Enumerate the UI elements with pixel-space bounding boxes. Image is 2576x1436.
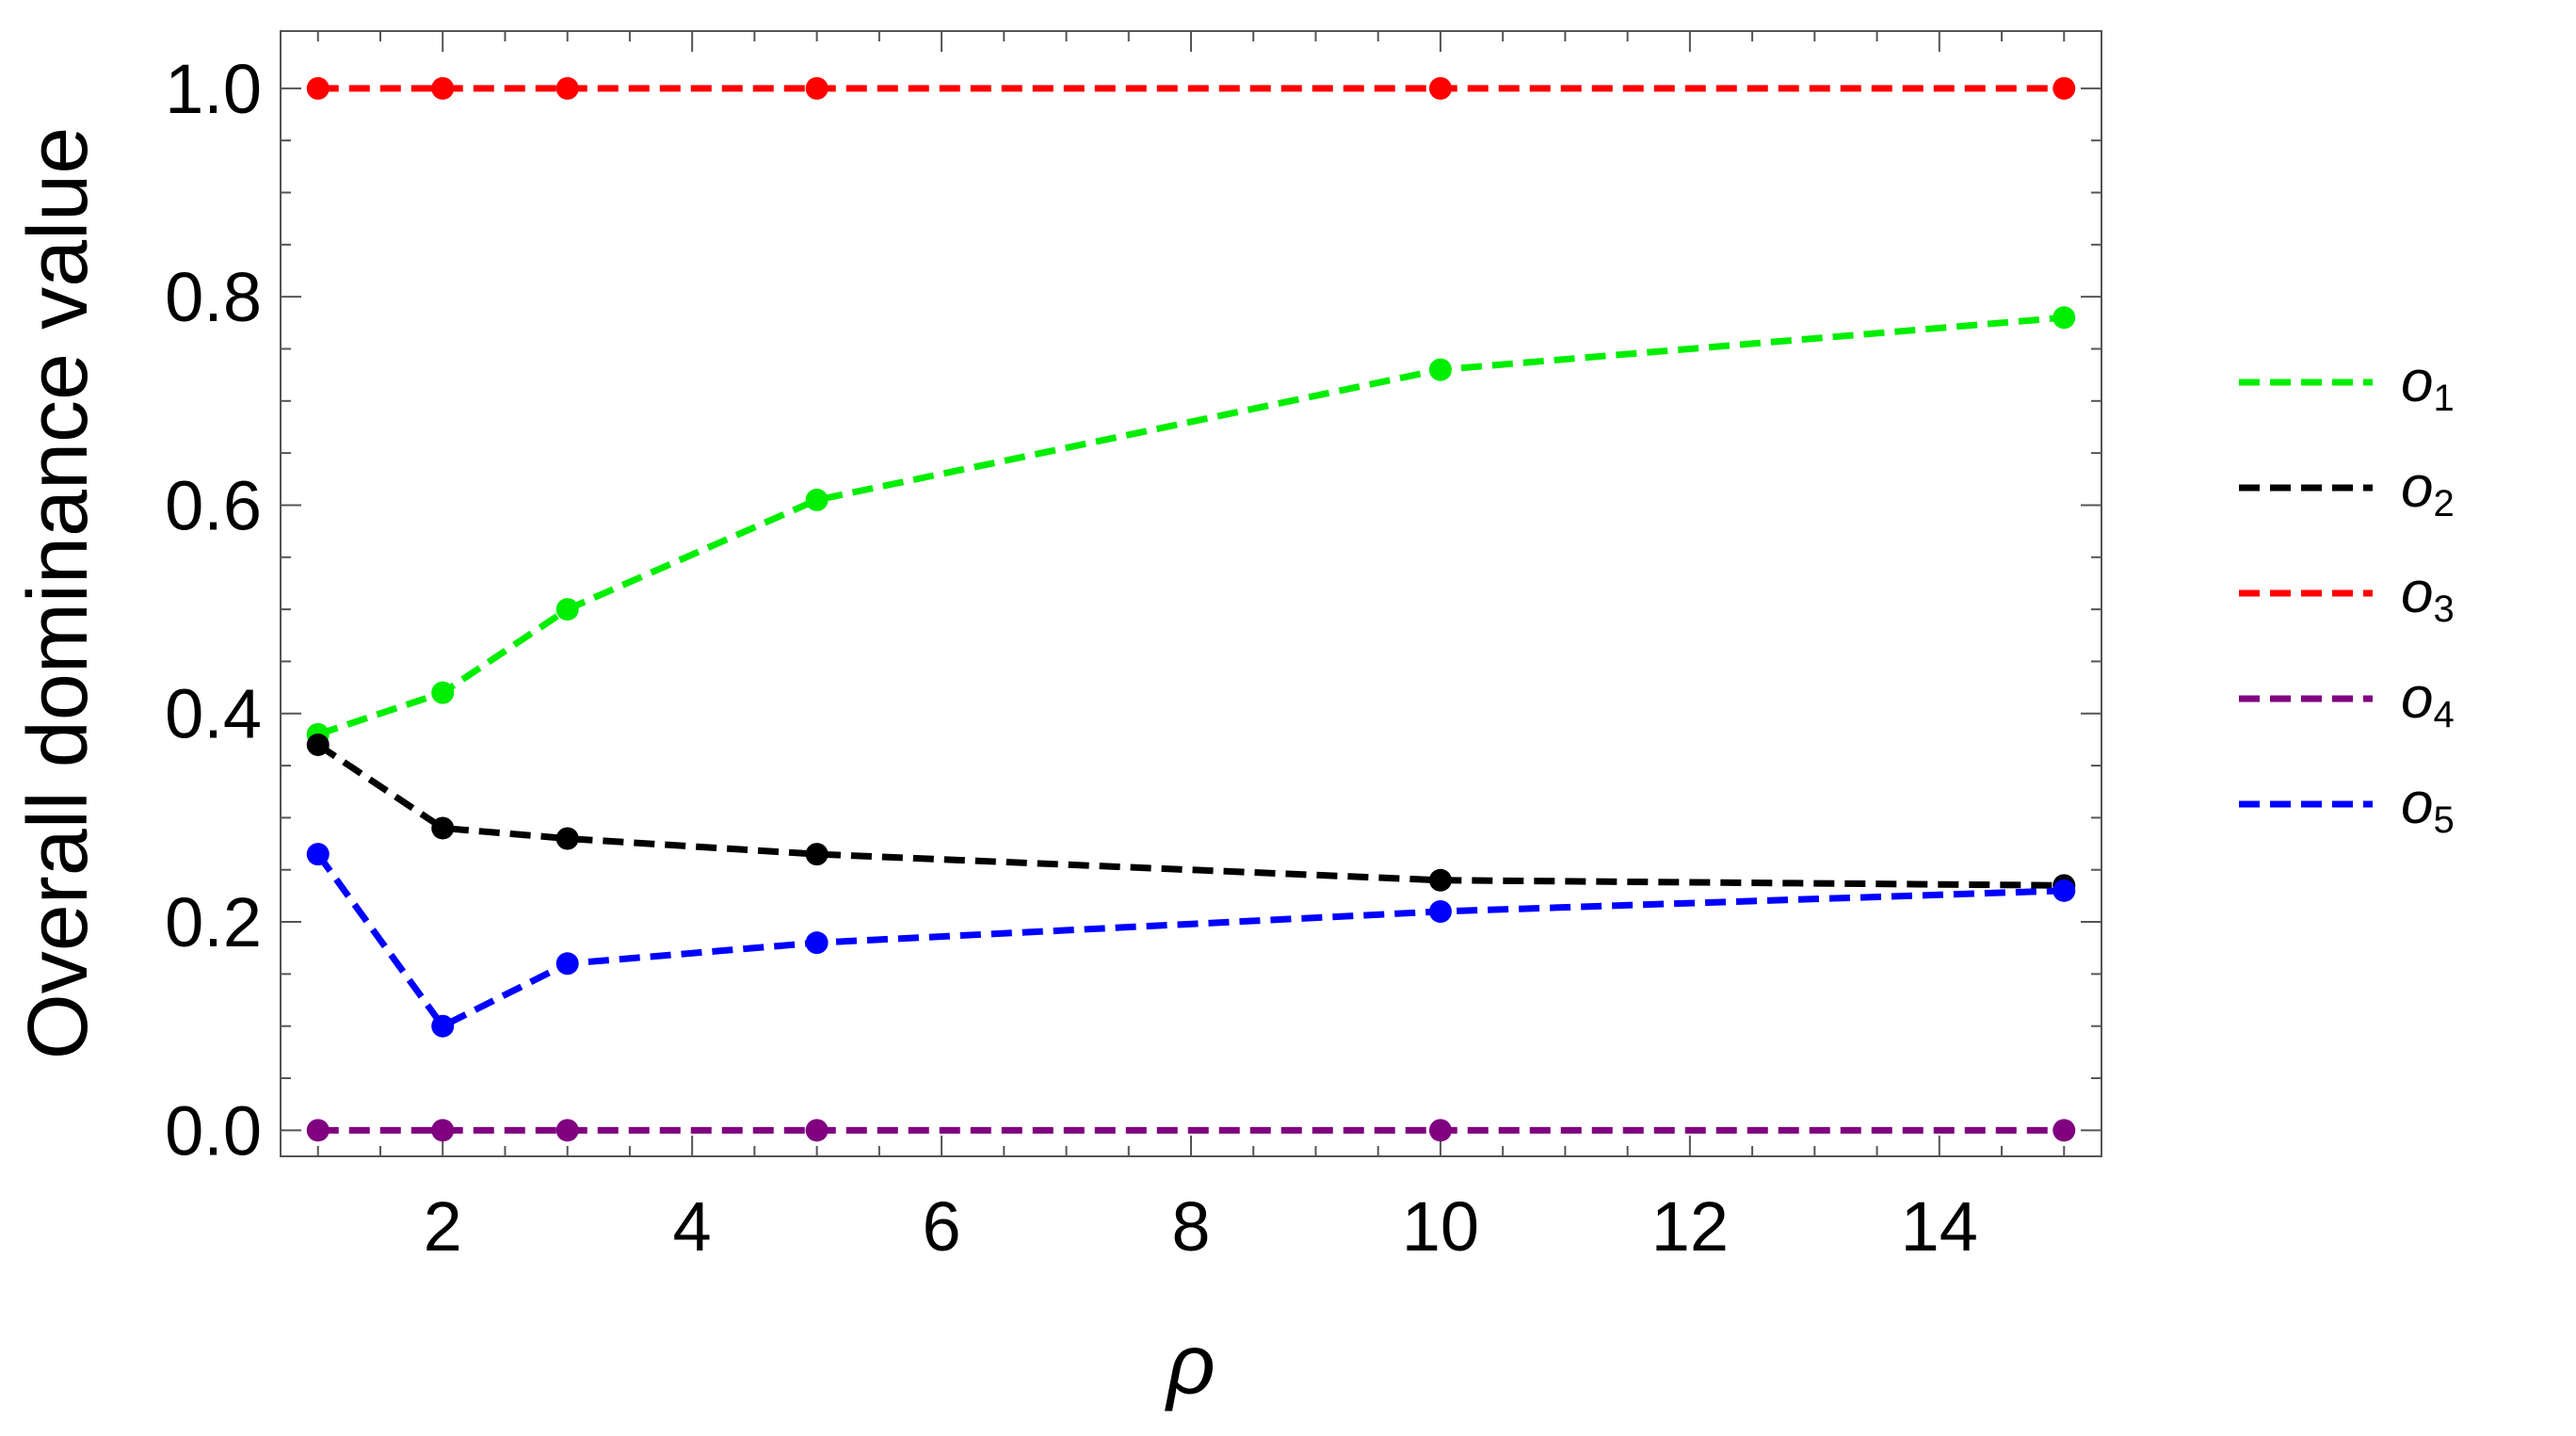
data-point: [1428, 76, 1452, 100]
legend-label-main: o: [2401, 771, 2433, 836]
x-tick-label: 14: [1901, 1187, 1978, 1266]
x-tick-label: 8: [1171, 1187, 1210, 1266]
legend-label: o2: [2401, 455, 2455, 524]
data-point: [805, 931, 829, 955]
data-point: [1428, 899, 1452, 923]
data-point: [2053, 76, 2076, 100]
data-point: [1428, 868, 1452, 892]
data-point: [555, 827, 579, 850]
y-tick-label: 0.8: [165, 258, 262, 336]
series-3: [306, 1119, 2076, 1142]
data-point: [306, 76, 330, 100]
data-point: [555, 598, 579, 621]
y-axis-label: Overall dominance value: [11, 127, 105, 1060]
data-point: [306, 1119, 330, 1142]
data-point: [306, 843, 330, 866]
legend-label-main: o: [2401, 666, 2433, 731]
x-tick-label: 10: [1402, 1187, 1479, 1266]
data-point: [555, 76, 579, 100]
legend-item: o5: [2239, 771, 2455, 841]
legend-item: o1: [2239, 349, 2455, 419]
data-point: [431, 76, 455, 100]
data-point: [805, 1119, 829, 1142]
legend-label: o3: [2401, 560, 2455, 630]
series-line: [314, 852, 2065, 1030]
axis-ticks: [281, 31, 2101, 1156]
data-point: [555, 1119, 579, 1142]
plot-frame: [280, 30, 2102, 1157]
legend-label-main: o: [2401, 455, 2433, 520]
series-2: [306, 76, 2076, 100]
x-tick-label: 2: [424, 1187, 462, 1266]
y-tick-label: 0.6: [165, 466, 262, 544]
data-point: [805, 76, 829, 100]
legend-label: o4: [2401, 666, 2455, 735]
y-tick-label: 0.2: [165, 883, 262, 961]
data-point: [2053, 306, 2076, 330]
y-tick-label: 0.0: [165, 1091, 262, 1170]
data-point: [431, 1119, 455, 1142]
x-tick-label: 12: [1651, 1187, 1729, 1266]
data-point: [805, 843, 829, 866]
legend-label-subscript: 1: [2433, 378, 2454, 419]
data-point: [431, 681, 455, 704]
y-tick-label: 1.0: [165, 50, 262, 128]
x-tick-label: 6: [922, 1187, 960, 1266]
series-4: [306, 843, 2076, 1038]
data-point: [1428, 358, 1452, 381]
data-point: [431, 1014, 455, 1038]
data-point: [805, 488, 829, 511]
legend-label-subscript: 2: [2433, 483, 2454, 524]
data-point: [2053, 1119, 2076, 1142]
legend-label-subscript: 5: [2433, 799, 2454, 841]
series-line: [315, 742, 2065, 889]
series-line: [316, 314, 2065, 738]
legend-item: o3: [2239, 560, 2455, 630]
legend-label: o5: [2401, 771, 2455, 841]
data-point: [306, 733, 330, 756]
legend-label: o1: [2401, 349, 2455, 419]
legend-label-main: o: [2401, 560, 2433, 625]
data-point: [555, 952, 579, 976]
data-point: [2053, 879, 2076, 902]
legend-item: o4: [2239, 666, 2455, 735]
y-tick-label: 0.4: [165, 675, 262, 753]
x-tick-label: 4: [673, 1187, 712, 1266]
series-layer: [306, 76, 2076, 1142]
tick-labels: 2 4 6 8 10 12 14 0.0 0.2 0.4 0.6 0.8 1.0: [165, 50, 1978, 1266]
data-point: [1428, 1119, 1452, 1142]
legend-item: o2: [2239, 455, 2455, 524]
x-axis-label: ρ: [1164, 1318, 1216, 1412]
legend-label-subscript: 4: [2433, 694, 2454, 735]
data-point: [431, 816, 455, 840]
legend-label-main: o: [2401, 349, 2433, 414]
legend-label-subscript: 3: [2433, 589, 2454, 630]
